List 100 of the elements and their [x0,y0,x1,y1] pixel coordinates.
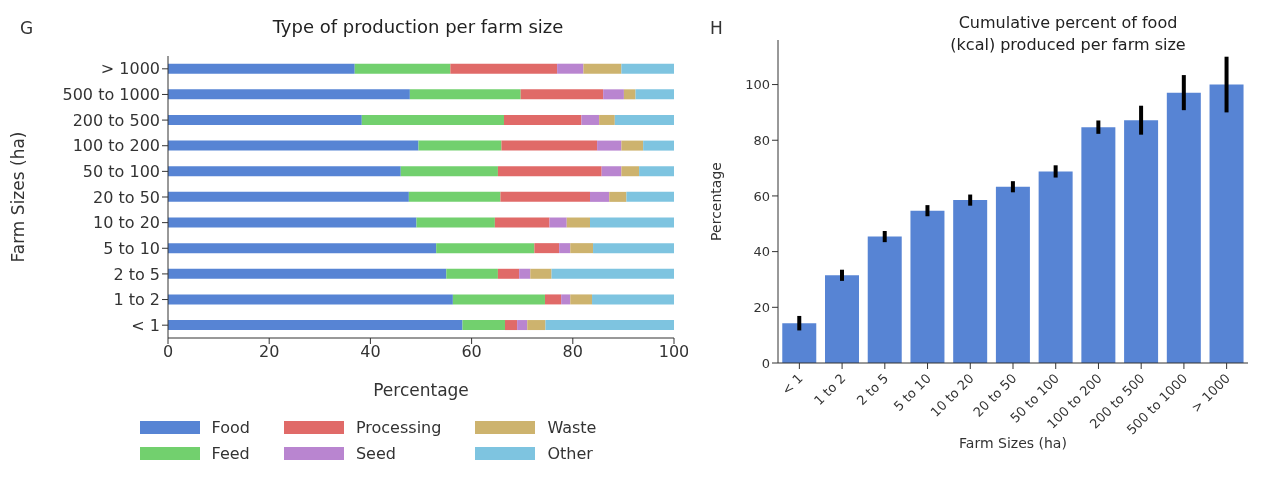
bar [497,268,520,279]
bar [519,268,531,279]
bar [626,191,674,202]
bar [590,191,610,202]
bar [462,320,505,331]
bar [609,191,627,202]
y-tick-label: 50 to 100 [82,162,160,182]
bar [570,243,594,254]
bar [1038,171,1073,363]
bar [436,243,535,254]
text: G [20,18,34,38]
bar [418,140,502,151]
bar [621,140,644,151]
y-tick-label: < 1 [131,315,160,335]
bar [597,140,622,151]
bar [639,166,674,177]
bar [452,294,545,305]
bar [583,63,622,74]
x-tick-label: 80 [562,342,583,362]
x-tick-label: 20 [259,342,280,362]
bar [581,114,600,125]
bar [168,140,419,151]
bar [416,217,495,228]
y-tick-label: 500 to 1000 [62,85,160,105]
legend-label: Feed [211,443,250,463]
x-axis-title: Percentage [373,380,469,400]
legend-label: Processing [355,417,442,437]
y-tick-label: 80 [753,132,770,148]
legend-label: Other [547,443,593,463]
x-tick-label: 0 [162,342,174,362]
bar [570,294,593,305]
bar [953,200,988,363]
bar [168,166,401,177]
bar [168,294,453,305]
y-tick-label: 20 to 50 [93,187,160,207]
bar [559,243,571,254]
x-axis-title: Farm Sizes (ha) [959,435,1067,451]
y-tick-label: 1 to 2 [113,290,160,310]
bar [621,166,640,177]
bar [593,243,674,254]
bar [561,294,571,305]
bar [544,294,562,305]
bar [621,63,674,74]
y-tick-label: 40 [753,244,770,260]
y-tick-label: > 1000 [100,59,160,79]
bar [354,63,451,74]
bar [1081,127,1116,363]
bar [527,320,546,331]
bar [623,89,636,100]
bar [614,114,674,125]
y-tick-label: 200 to 500 [72,110,160,130]
bar [867,236,902,363]
bar [782,323,817,363]
bar [501,140,598,151]
bar [557,63,584,74]
legend-label: Seed [355,443,396,463]
bar [168,217,417,228]
bar [910,210,945,363]
x-tick-label: < 1 [778,370,806,398]
y-tick-label: 100 to 200 [72,136,160,156]
bar [549,217,567,228]
bar [505,320,518,331]
bar [520,89,604,100]
bar [408,191,501,202]
bar [825,275,859,363]
bar [603,89,624,100]
bar [643,140,674,151]
bar [566,217,590,228]
bar [530,268,552,279]
bar [517,320,528,331]
x-tick-label: 1 to 2 [811,370,849,409]
bar [168,89,410,100]
bar [168,63,355,74]
bar [168,114,362,125]
legend-label: Waste [547,417,597,437]
bar [450,63,558,74]
bar [545,320,674,331]
legend-label: Food [211,417,250,437]
bar [500,191,590,202]
chart-title: Cumulative percent of food (kcal) produced per farm size [949,12,1187,56]
y-tick-label: 20 [753,299,770,315]
bar [551,268,674,279]
x-tick-label: 40 [360,342,381,362]
bar [592,294,674,305]
bar [601,166,622,177]
bar [494,217,550,228]
bar [168,320,463,331]
bar [590,217,674,228]
bar [1209,84,1244,363]
text: H [710,18,723,38]
bar [534,243,560,254]
y-tick-label: 2 to 5 [113,264,160,284]
bar [635,89,674,100]
bar [361,114,504,125]
y-axis-title: Percentage [707,162,724,241]
bar [400,166,498,177]
bar [409,89,521,100]
y-tick-label: 5 to 10 [103,238,160,258]
bar [599,114,615,125]
bar [446,268,498,279]
